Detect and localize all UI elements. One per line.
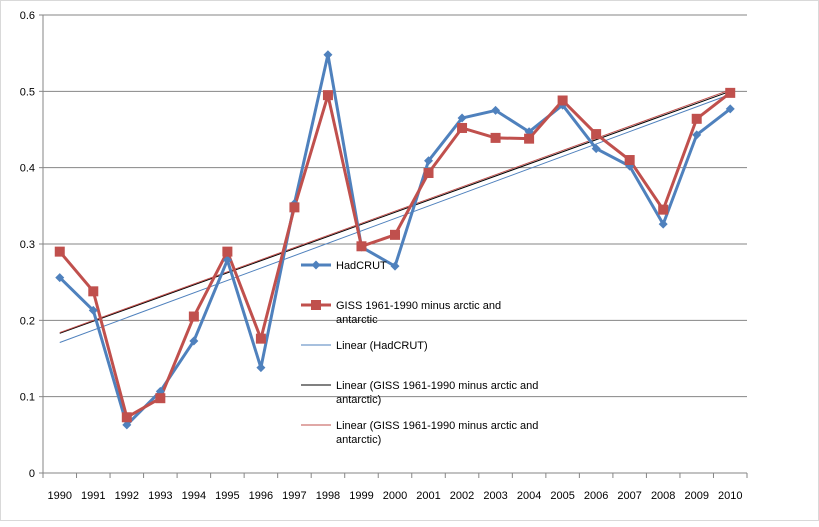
data-point — [692, 130, 702, 140]
y-tick-label: 0.1 — [20, 392, 35, 404]
trendline — [59, 93, 731, 343]
legend-item: Linear (HadCRUT) — [301, 340, 428, 352]
legend: HadCRUT GISS 1961-1990 minus arctic and an… — [301, 260, 538, 446]
y-tick-label: 0.3 — [20, 239, 35, 251]
legend-marker — [311, 300, 321, 310]
x-tick-label: 2006 — [584, 490, 608, 502]
y-tick-label: 0 — [29, 468, 35, 480]
x-tick-label: 1997 — [282, 490, 306, 502]
data-point — [222, 246, 233, 257]
data-point — [54, 246, 65, 257]
data-point — [691, 113, 702, 124]
y-axis: 0 0.1 0.2 0.3 0.4 0.5 0.6 — [20, 10, 44, 480]
x-tick-label: 2000 — [383, 490, 407, 502]
trendline — [59, 90, 731, 334]
legend-marker — [311, 260, 321, 270]
legend-label: Linear (GISS 1961-1990 minus arctic and — [336, 420, 538, 432]
data-series — [54, 50, 736, 430]
data-point — [189, 336, 199, 346]
data-point — [390, 261, 400, 271]
legend-label: Linear (GISS 1961-1990 minus arctic and — [336, 380, 538, 392]
data-point — [524, 133, 535, 144]
x-tick-label: 2009 — [684, 490, 708, 502]
x-tick-label: 2001 — [416, 490, 440, 502]
data-point — [323, 50, 333, 60]
y-tick-label: 0.6 — [20, 10, 35, 22]
trendline — [59, 89, 731, 334]
x-tick-label: 1992 — [115, 490, 139, 502]
data-point — [658, 204, 669, 215]
data-point — [457, 122, 468, 133]
legend-label: antarctic — [336, 314, 378, 326]
y-tick-label: 0.4 — [20, 163, 35, 175]
data-point — [424, 156, 434, 166]
x-tick-label: 2005 — [550, 490, 574, 502]
legend-label: Linear (HadCRUT) — [336, 340, 428, 352]
x-tick-label: 2002 — [450, 490, 474, 502]
x-tick-label: 2007 — [617, 490, 641, 502]
x-tick-label: 2008 — [651, 490, 675, 502]
x-tick-label: 1999 — [349, 490, 373, 502]
data-point — [491, 105, 501, 115]
data-point — [88, 305, 98, 315]
trendlines — [59, 89, 731, 343]
data-point — [222, 255, 232, 265]
data-point — [624, 155, 635, 166]
legend-label: GISS 1961-1990 minus arctic and — [336, 300, 501, 312]
x-tick-label: 2003 — [483, 490, 507, 502]
x-tick-label: 1996 — [249, 490, 273, 502]
legend-item: Linear (GISS 1961-1990 minus arctic and a… — [301, 420, 538, 446]
data-point — [423, 168, 434, 179]
series-line — [58, 91, 732, 419]
data-point — [322, 90, 333, 101]
legend-label: antarctic) — [336, 434, 381, 446]
data-point — [490, 132, 501, 143]
legend-item: GISS 1961-1990 minus arctic and antarctic — [301, 300, 501, 326]
x-tick-label: 2010 — [718, 490, 742, 502]
data-point — [256, 363, 266, 373]
data-point — [457, 113, 467, 123]
data-point — [591, 144, 601, 154]
x-tick-label: 1991 — [81, 490, 105, 502]
data-point — [88, 286, 99, 297]
y-tick-label: 0.5 — [20, 86, 35, 98]
x-tick-label: 1995 — [215, 490, 239, 502]
x-tick-label: 1994 — [182, 490, 206, 502]
x-tick-label: 1993 — [148, 490, 172, 502]
data-point — [55, 273, 65, 283]
data-point — [725, 87, 736, 98]
data-point — [390, 229, 400, 240]
data-point — [289, 202, 300, 213]
data-point — [591, 129, 602, 140]
x-tick-label: 1990 — [48, 490, 72, 502]
legend-item: HadCRUT — [301, 260, 387, 272]
x-tick-label: 1998 — [316, 490, 340, 502]
data-point — [658, 219, 668, 229]
data-point — [188, 311, 199, 322]
x-tick-label: 2004 — [517, 490, 541, 502]
y-tick-label: 0.2 — [20, 315, 35, 327]
data-point — [356, 241, 367, 252]
data-point — [255, 333, 266, 344]
data-point — [725, 104, 735, 114]
data-point — [122, 420, 132, 430]
data-point — [557, 95, 568, 106]
legend-item: Linear (GISS 1961-1990 minus arctic and a… — [301, 380, 538, 406]
legend-label: HadCRUT — [336, 260, 387, 272]
x-axis: 1990 1991 1992 1993 1994 1995 1996 1997 1998 1999… — [42, 472, 748, 502]
legend-label: antarctic) — [336, 394, 381, 406]
data-point — [155, 393, 166, 404]
data-point — [121, 412, 132, 423]
